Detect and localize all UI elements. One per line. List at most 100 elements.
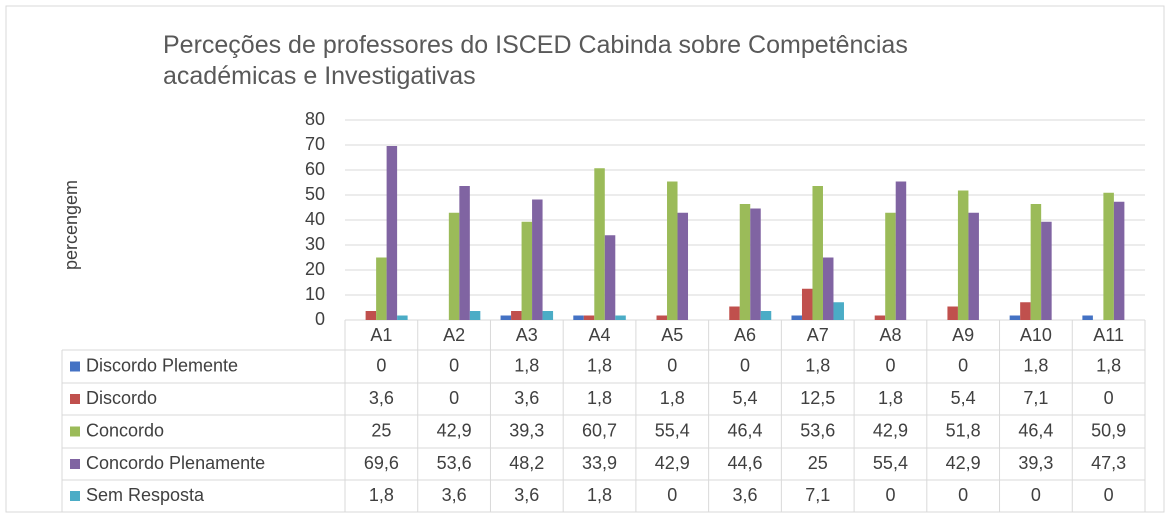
bar [801, 288, 813, 320]
table-value: 39,3 [1018, 453, 1053, 473]
table-value: 1,8 [587, 388, 612, 408]
table-value: 51,8 [946, 420, 981, 440]
table-value: 0 [1031, 485, 1041, 505]
table-value: 0 [449, 355, 459, 375]
bar [750, 208, 761, 320]
legend-label: Discordo [86, 388, 157, 408]
bar [511, 311, 522, 320]
bar [397, 315, 408, 320]
table-value: 0 [667, 355, 677, 375]
table-value: 48,2 [509, 453, 544, 473]
x-tick-label: A1 [370, 325, 392, 345]
x-tick-label: A8 [879, 325, 901, 345]
y-tick-label: 50 [305, 184, 325, 204]
table-value: 0 [667, 485, 677, 505]
y-tick-label: 70 [305, 134, 325, 154]
bar [376, 257, 387, 320]
bar [573, 315, 584, 320]
bar [532, 199, 543, 320]
bar [1020, 302, 1031, 320]
bar [604, 235, 616, 320]
legend-label: Sem Resposta [86, 485, 205, 505]
table-value: 5,4 [951, 388, 976, 408]
table-value: 25 [808, 453, 828, 473]
x-tick-label: A9 [952, 325, 974, 345]
y-tick-label: 10 [305, 284, 325, 304]
bar [1030, 204, 1042, 320]
x-tick-label: A4 [589, 325, 611, 345]
table-value: 1,8 [587, 485, 612, 505]
table-value: 69,6 [364, 453, 399, 473]
x-tick-label: A6 [734, 325, 756, 345]
bar [615, 315, 626, 320]
table-value: 3,6 [369, 388, 394, 408]
x-tick-label: A2 [443, 325, 465, 345]
y-axis-label: percengem [61, 180, 81, 270]
legend-key [70, 459, 80, 469]
table-value: 0 [958, 355, 968, 375]
legend-key [70, 426, 80, 437]
table-value: 44,6 [727, 453, 762, 473]
bar [459, 186, 470, 320]
bar [760, 311, 772, 320]
bar [947, 306, 958, 320]
bar [812, 186, 823, 320]
bar [874, 315, 886, 320]
legend-key [70, 361, 80, 372]
table-value: 0 [740, 355, 750, 375]
x-tick-label: A10 [1020, 325, 1052, 345]
bar [739, 204, 751, 320]
bar [448, 212, 460, 320]
table-value: 0 [885, 355, 895, 375]
table-value: 3,6 [442, 485, 467, 505]
x-tick-label: A7 [807, 325, 829, 345]
bar [1103, 192, 1114, 320]
table-value: 42,9 [655, 453, 690, 473]
legend-label: Concordo [86, 420, 164, 440]
table-value: 1,8 [369, 485, 394, 505]
x-tick-label: A3 [516, 325, 538, 345]
table-value: 0 [1104, 485, 1114, 505]
table-value: 46,4 [727, 420, 762, 440]
table-value: 0 [1104, 388, 1114, 408]
table-value: 12,5 [800, 388, 835, 408]
table-value: 7,1 [805, 485, 830, 505]
bar [895, 181, 907, 320]
table-value: 42,9 [946, 453, 981, 473]
table-value: 47,3 [1091, 453, 1126, 473]
table-value: 1,8 [660, 388, 685, 408]
bar [583, 315, 595, 320]
bar [542, 311, 554, 320]
table-value: 39,3 [509, 420, 544, 440]
table-value: 46,4 [1018, 420, 1053, 440]
table-value: 0 [885, 485, 895, 505]
bar [957, 190, 969, 320]
table-value: 1,8 [587, 355, 612, 375]
bar [968, 212, 979, 320]
legend-label: Discordo Plemente [86, 355, 238, 375]
bar [833, 302, 844, 320]
table-value: 1,8 [1096, 355, 1121, 375]
table-value: 3,6 [732, 485, 757, 505]
bar [729, 306, 740, 320]
bar [667, 181, 678, 320]
y-tick-label: 40 [305, 209, 325, 229]
x-tick-label: A11 [1093, 325, 1124, 345]
bar [386, 146, 398, 320]
table-value: 42,9 [873, 420, 908, 440]
bar [1041, 221, 1052, 320]
legend-key [70, 394, 80, 404]
table-value: 3,6 [514, 485, 539, 505]
table-value: 0 [376, 355, 386, 375]
table-value: 7,1 [1023, 388, 1048, 408]
table-value: 60,7 [582, 420, 617, 440]
table-value: 53,6 [800, 420, 835, 440]
y-tick-label: 0 [315, 309, 325, 329]
bar [1009, 315, 1021, 320]
table-value: 42,9 [437, 420, 472, 440]
y-tick-label: 30 [305, 234, 325, 254]
table-value: 33,9 [582, 453, 617, 473]
table-value: 1,8 [514, 355, 539, 375]
